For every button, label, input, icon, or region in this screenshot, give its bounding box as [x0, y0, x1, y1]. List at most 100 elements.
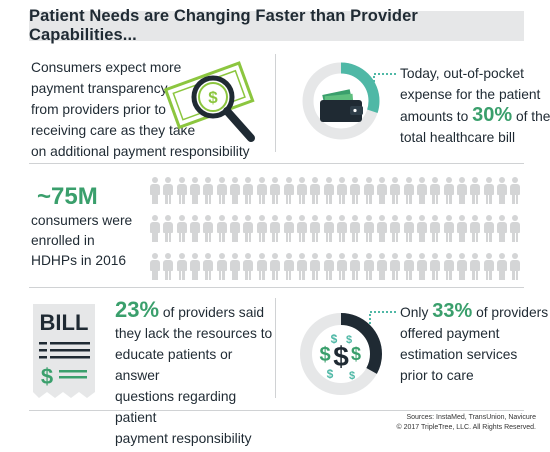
- bill-label: BILL: [40, 310, 89, 335]
- person-icon: [283, 177, 294, 205]
- dollar-signs-icon: $ $ $ $ $ $ $: [319, 332, 361, 382]
- person-icon: [483, 215, 494, 243]
- estimation-line: estimation services: [400, 347, 518, 362]
- oop-prefix: amounts to: [400, 109, 473, 124]
- person-icon: [497, 253, 508, 281]
- svg-text:$: $: [331, 332, 338, 346]
- dollar-donut-chart: $ $ $ $ $ $ $: [300, 313, 382, 395]
- transparency-line: payment transparency: [31, 81, 168, 96]
- person-icon: [203, 253, 214, 281]
- resources-stat: 23%: [115, 297, 160, 322]
- person-icon: [150, 253, 160, 281]
- person-icon: [190, 177, 201, 205]
- person-icon: [243, 253, 254, 281]
- hdhp-stat: ~75M: [37, 183, 98, 210]
- resources-line-stat: 23% of providers said: [115, 299, 275, 323]
- oop-line: Today, out-of-pocket: [400, 66, 524, 81]
- copyright-line: © 2017 TripleTree, LLC. All Rights Reser…: [396, 424, 536, 431]
- estimation-suffix: of providers: [472, 305, 549, 320]
- divider-vertical-bottom: [275, 298, 276, 398]
- person-icon: [403, 253, 414, 281]
- person-icon: [256, 253, 267, 281]
- oop-stat: 30%: [472, 104, 513, 126]
- person-icon: [376, 177, 387, 205]
- wallet-donut-chart: [302, 62, 380, 140]
- person-icon: [270, 177, 281, 205]
- person-icon: [443, 215, 454, 243]
- person-icon: [163, 215, 174, 243]
- person-icon: [336, 253, 347, 281]
- person-icon: [216, 177, 227, 205]
- person-icon: [256, 215, 267, 243]
- hdhp-line: consumers were: [31, 213, 133, 228]
- resources-suffix: of providers said: [159, 305, 265, 320]
- svg-text:$: $: [208, 88, 218, 107]
- person-icon: [457, 215, 468, 243]
- transparency-line: on additional payment responsibility: [31, 144, 250, 159]
- person-icon: [190, 253, 201, 281]
- hdhp-line: enrolled in: [31, 233, 95, 248]
- person-icon: [323, 253, 334, 281]
- transparency-text: Consumers expect more payment transparen…: [31, 57, 250, 162]
- person-icon: [390, 177, 401, 205]
- person-icon: [203, 177, 214, 205]
- person-icon: [323, 177, 334, 205]
- person-icon: [230, 177, 241, 205]
- person-icon: [457, 177, 468, 205]
- estimation-text: Only 33% of providers offered payment es…: [400, 301, 550, 386]
- out-of-pocket-text: Today, out-of-pocket expense for the pat…: [400, 63, 550, 148]
- divider-footer: [29, 410, 524, 411]
- sources: Sources: InstaMed, TransUnion, Navicure …: [396, 413, 536, 433]
- svg-text:$: $: [346, 334, 352, 346]
- svg-text:$: $: [327, 367, 334, 381]
- person-icon: [336, 215, 347, 243]
- person-icon: [430, 177, 441, 205]
- money-magnifier-icon: $: [163, 61, 255, 142]
- person-icon: [510, 177, 521, 205]
- person-icon: [163, 253, 174, 281]
- estimation-line: prior to care: [400, 368, 474, 383]
- resources-text: 23% of providers said they lack the reso…: [115, 299, 275, 449]
- divider-bottom: [29, 287, 524, 288]
- person-icon: [470, 253, 481, 281]
- person-icon: [176, 253, 187, 281]
- person-icon: [430, 253, 441, 281]
- person-icon: [403, 215, 414, 243]
- person-icon: [176, 215, 187, 243]
- oop-line: total healthcare bill: [400, 130, 516, 145]
- person-icon: [310, 253, 321, 281]
- resources-line: educate patients or answer: [115, 347, 233, 383]
- person-icon: [363, 253, 374, 281]
- oop-line-stat: amounts to 30% of the: [400, 105, 550, 127]
- person-icon: [363, 215, 374, 243]
- divider-top: [29, 163, 524, 164]
- resources-line: questions regarding patient: [115, 389, 237, 425]
- person-icon: [296, 253, 307, 281]
- person-icon: [176, 177, 187, 205]
- person-icon: [270, 215, 281, 243]
- transparency-line: from providers prior to: [31, 102, 166, 117]
- person-icon: [350, 177, 361, 205]
- person-icon: [336, 177, 347, 205]
- oop-suffix: of the: [512, 109, 550, 124]
- transparency-line: receiving care as they take: [31, 123, 196, 138]
- person-icon: [296, 215, 307, 243]
- person-icon: [390, 253, 401, 281]
- person-icon: [376, 215, 387, 243]
- estimation-stat: 33%: [432, 300, 473, 322]
- svg-text:$: $: [319, 344, 330, 366]
- page-title: Patient Needs are Changing Faster than P…: [29, 7, 418, 44]
- person-icon: [510, 253, 521, 281]
- estimation-line-stat: Only 33% of providers: [400, 301, 550, 323]
- person-icon: [190, 215, 201, 243]
- person-icon: [483, 177, 494, 205]
- person-icon: [310, 215, 321, 243]
- donut1-connector: [373, 73, 398, 86]
- donut2-connector: [369, 311, 398, 324]
- person-icon: [510, 215, 521, 243]
- person-icon: [390, 215, 401, 243]
- person-icon: [497, 177, 508, 205]
- person-icon: [430, 215, 441, 243]
- hdhp-line: HDHPs in 2016: [31, 253, 127, 268]
- resources-line: they lack the resources to: [115, 326, 273, 341]
